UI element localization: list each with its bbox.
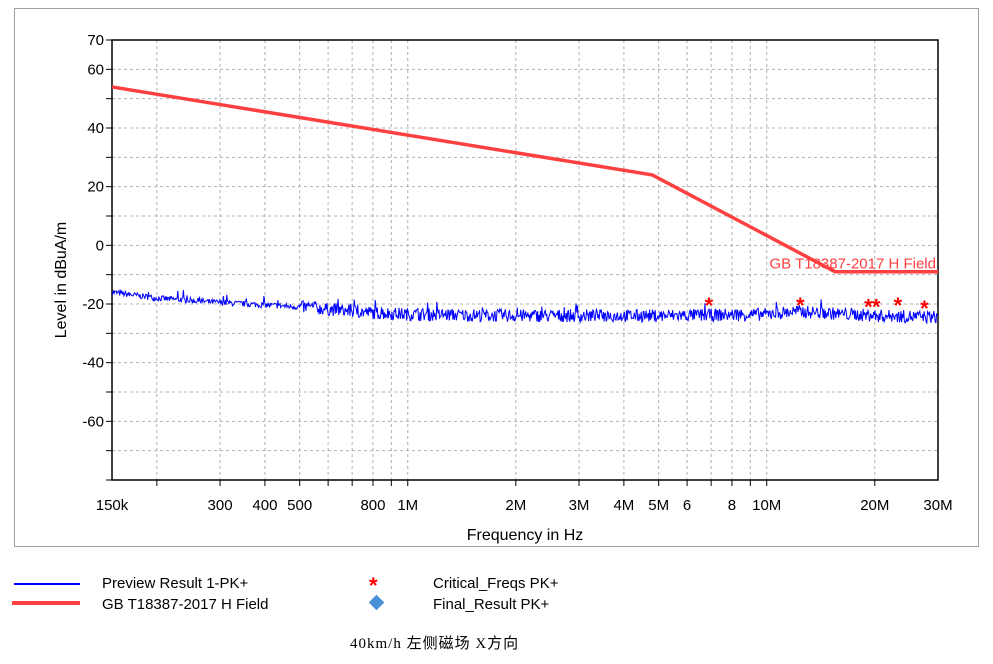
x-tick-label: 5M — [648, 497, 669, 514]
critical-freq-marker: * — [864, 294, 873, 319]
limit-line — [111, 85, 938, 274]
legend-label-final: Final_Result PK+ — [433, 596, 550, 613]
legend-label-preview: Preview Result 1-PK+ — [102, 575, 249, 592]
x-tick-label: 20M — [860, 497, 889, 514]
x-tick-label: 150k — [96, 497, 129, 514]
legend-line-limit — [12, 601, 80, 605]
y-tick-label: 20 — [87, 179, 104, 196]
x-tick-label: 3M — [569, 497, 590, 514]
y-axis-label: Level in dBuA/m — [53, 222, 70, 339]
y-tick-label: -60 — [82, 413, 104, 430]
y-tick-label: 40 — [87, 120, 104, 137]
x-tick-label: 1M — [397, 497, 418, 514]
limit-line-label: GB T18387-2017 H Field — [770, 256, 937, 273]
plot-border — [111, 39, 939, 481]
x-axis-label: Frequency in Hz — [467, 527, 584, 544]
x-tick-label: 30M — [923, 497, 952, 514]
x-tick-label: 300 — [208, 497, 233, 514]
x-tick-label: 10M — [752, 497, 781, 514]
critical-freq-marker: * — [796, 293, 805, 318]
y-tick-label: 60 — [87, 61, 104, 78]
legend-line-preview — [14, 583, 80, 585]
critical-freq-marker: * — [894, 293, 903, 318]
y-tick-label: -20 — [82, 296, 104, 313]
x-tick-label: 400 — [252, 497, 277, 514]
x-tick-label: 6 — [683, 497, 691, 514]
y-tick-label: 70 — [87, 32, 104, 49]
legend-label-critical: Critical_Freqs PK+ — [433, 575, 559, 592]
chart-frame — [14, 8, 979, 547]
y-tick-label: -40 — [82, 355, 104, 372]
critical-freq-marker: * — [872, 294, 881, 319]
asterisk-marker-icon: * — [369, 573, 378, 598]
x-tick-label: 800 — [360, 497, 385, 514]
legend-label-limit: GB T18387-2017 H Field — [102, 596, 269, 613]
critical-freq-marker: * — [920, 296, 929, 321]
x-tick-label: 8 — [728, 497, 736, 514]
y-tick-label: 0 — [96, 237, 104, 254]
x-tick-label: 2M — [505, 497, 526, 514]
preview-result-line — [111, 289, 938, 325]
x-tick-label: 500 — [287, 497, 312, 514]
caption: 40km/h 左侧磁场 X方向 — [350, 636, 520, 652]
critical-freq-marker: * — [705, 293, 714, 318]
x-tick-label: 4M — [613, 497, 634, 514]
